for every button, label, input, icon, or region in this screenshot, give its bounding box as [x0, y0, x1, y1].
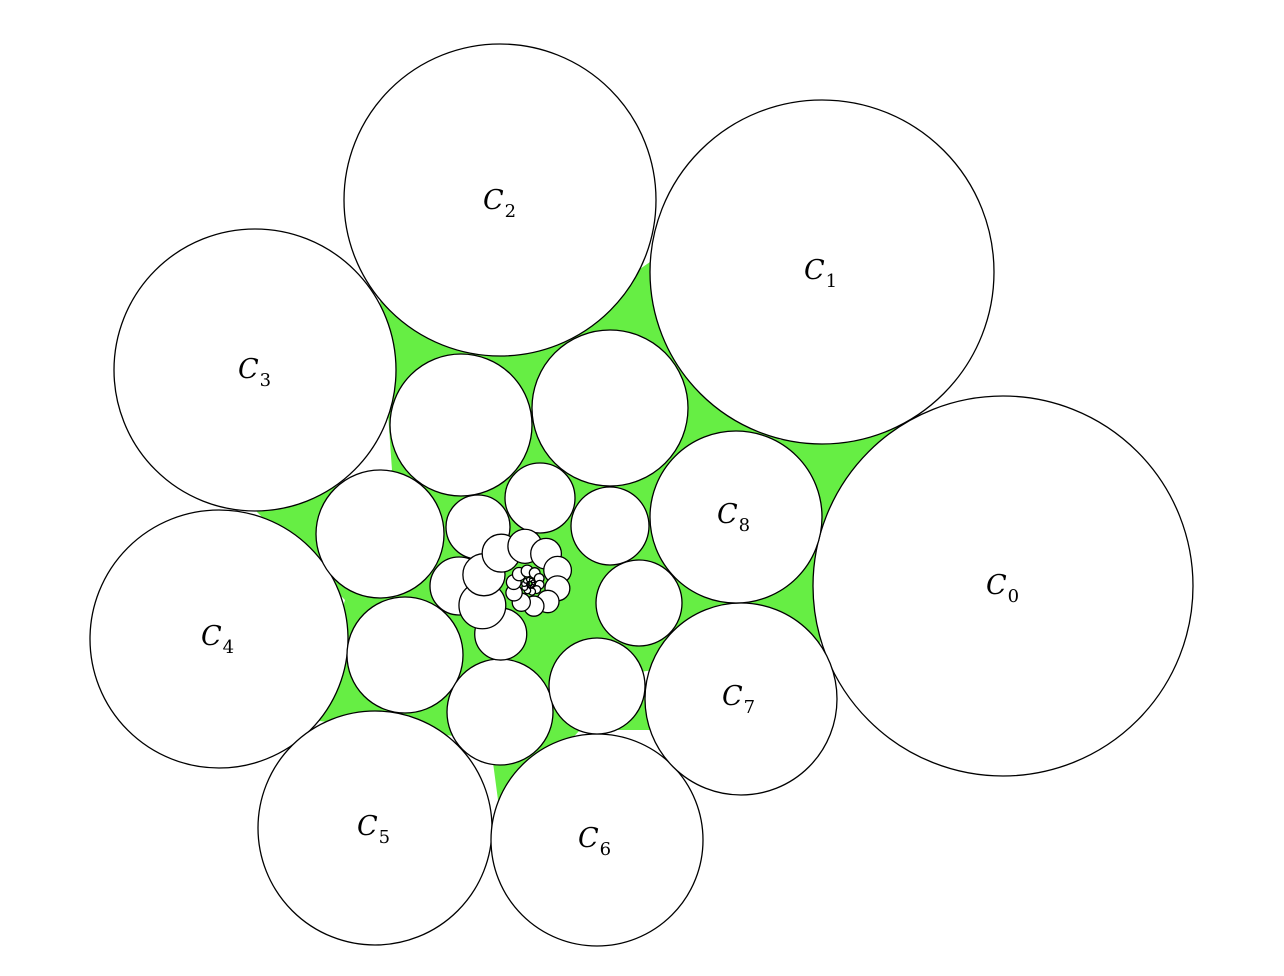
label-c6: C6	[578, 823, 611, 860]
ring-circle	[548, 637, 646, 735]
label-c7: C7	[722, 681, 755, 718]
ring-circle	[531, 329, 689, 487]
circle-c4	[89, 509, 349, 769]
label-c0: C0	[986, 570, 1019, 607]
label-c2: C2	[483, 185, 516, 222]
circle-c1	[649, 99, 995, 445]
label-group: C0 C1 C2 C3 C4 C5 C6 C7 C8	[201, 185, 1019, 860]
ring-circle	[504, 462, 576, 534]
ring-circle	[315, 469, 445, 599]
circle-c8	[649, 430, 823, 604]
ring-circle	[446, 658, 554, 766]
circle-c2	[343, 43, 657, 357]
label-c1: C1	[804, 255, 837, 292]
ring-circle	[570, 486, 650, 566]
spiral-circle	[527, 581, 530, 585]
ring-circle	[346, 596, 464, 714]
label-c4: C4	[201, 621, 234, 658]
label-c8: C8	[717, 499, 750, 536]
ring-circle	[595, 559, 683, 647]
circle-group	[89, 43, 1194, 947]
circle-c3	[113, 228, 397, 512]
ring-circle	[389, 353, 533, 497]
label-c5: C5	[357, 811, 390, 848]
circle-c0	[812, 395, 1194, 777]
label-c3: C3	[238, 354, 271, 391]
